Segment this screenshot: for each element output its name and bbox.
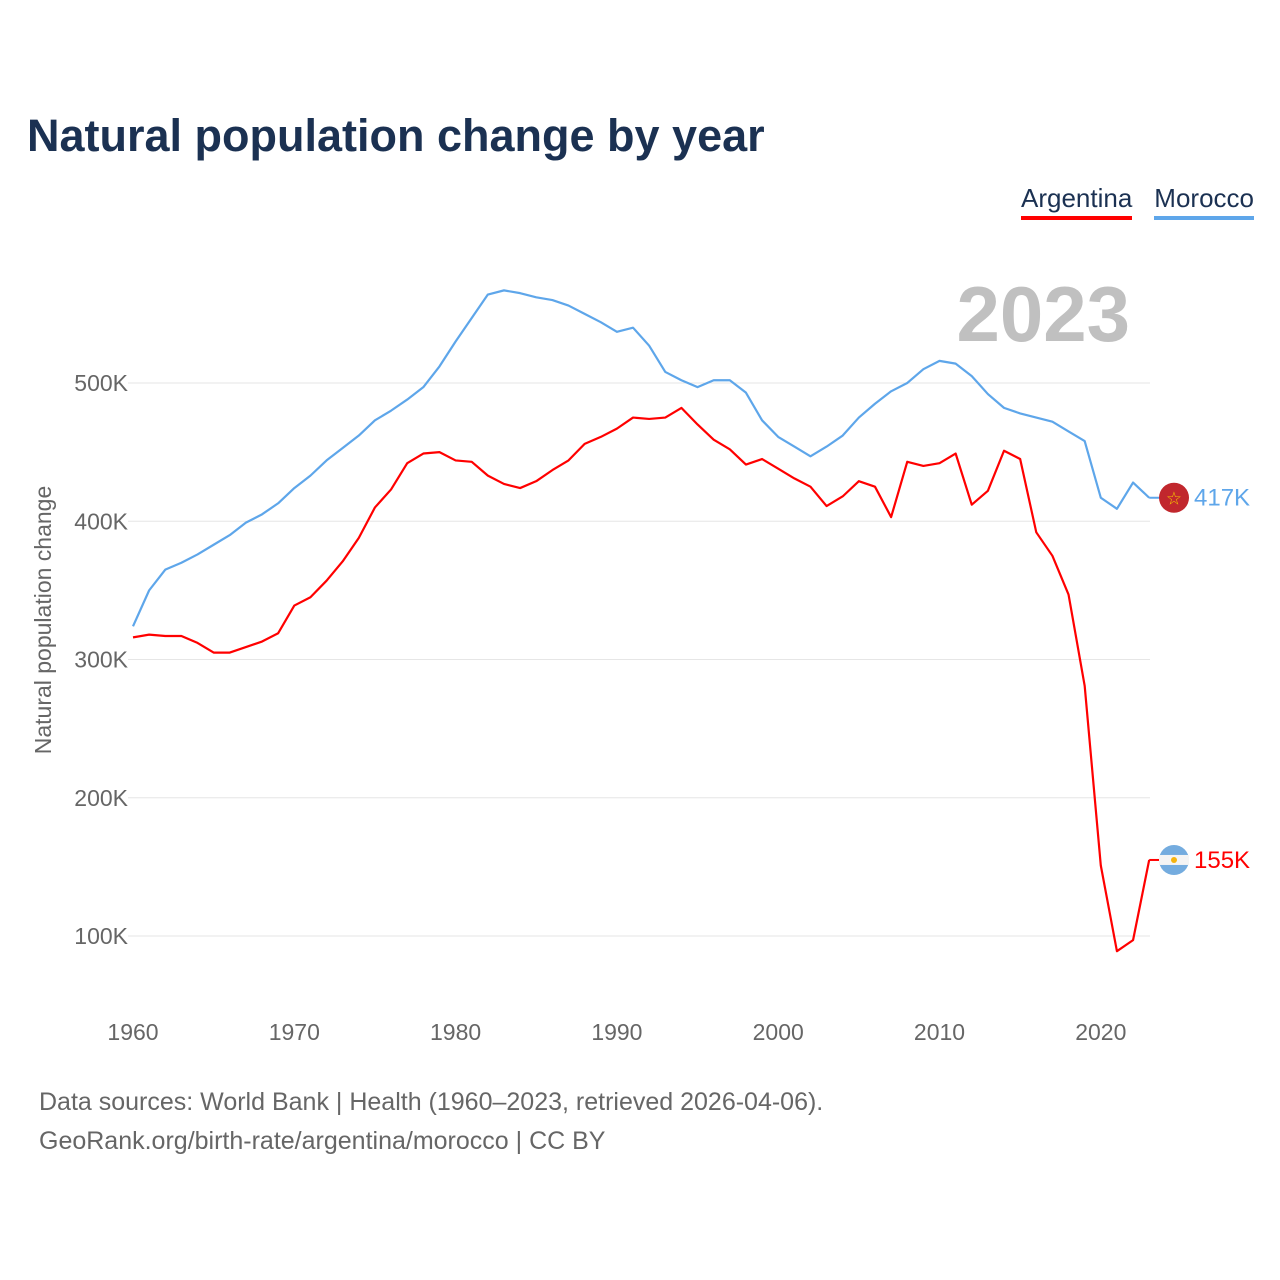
end-value-label: 417K: [1194, 485, 1250, 512]
source-line: Data sources: World Bank | Health (1960–…: [39, 1088, 824, 1116]
y-tick-label: 300K: [74, 647, 128, 673]
x-tick-label: 2010: [914, 1019, 965, 1045]
source-link[interactable]: GeoRank.org/birth-rate/argentina/morocco…: [39, 1127, 606, 1155]
y-axis-label: Natural population change: [30, 486, 56, 755]
legend-morocco[interactable]: Morocco: [1154, 183, 1254, 220]
series-line-argentina[interactable]: [132, 406, 1151, 953]
x-tick-label: 1960: [107, 1019, 158, 1045]
y-tick-label: 200K: [74, 785, 128, 811]
x-tick-label: 2020: [1075, 1019, 1126, 1045]
end-value-label: 155K: [1194, 847, 1250, 874]
morocco-flag-icon: ☆: [1159, 482, 1189, 513]
svg-text:☆: ☆: [1166, 489, 1182, 510]
chart-title: Natural population change by year: [27, 110, 765, 161]
x-tick-label: 1990: [591, 1019, 642, 1045]
x-tick-label: 1980: [430, 1019, 481, 1045]
y-tick-label: 400K: [74, 508, 128, 534]
legend-argentina[interactable]: Argentina: [1020, 183, 1133, 220]
x-tick-label: 2000: [753, 1019, 804, 1045]
x-tick-label: 1970: [269, 1019, 320, 1045]
argentina-flag-icon: [1159, 844, 1189, 875]
year-watermark: 2023: [956, 270, 1130, 358]
legend: Argentina Morocco: [1020, 183, 1254, 220]
y-tick-label: 100K: [74, 923, 128, 949]
y-tick-label: 500K: [74, 370, 128, 396]
series-line-morocco[interactable]: [131, 289, 1150, 627]
